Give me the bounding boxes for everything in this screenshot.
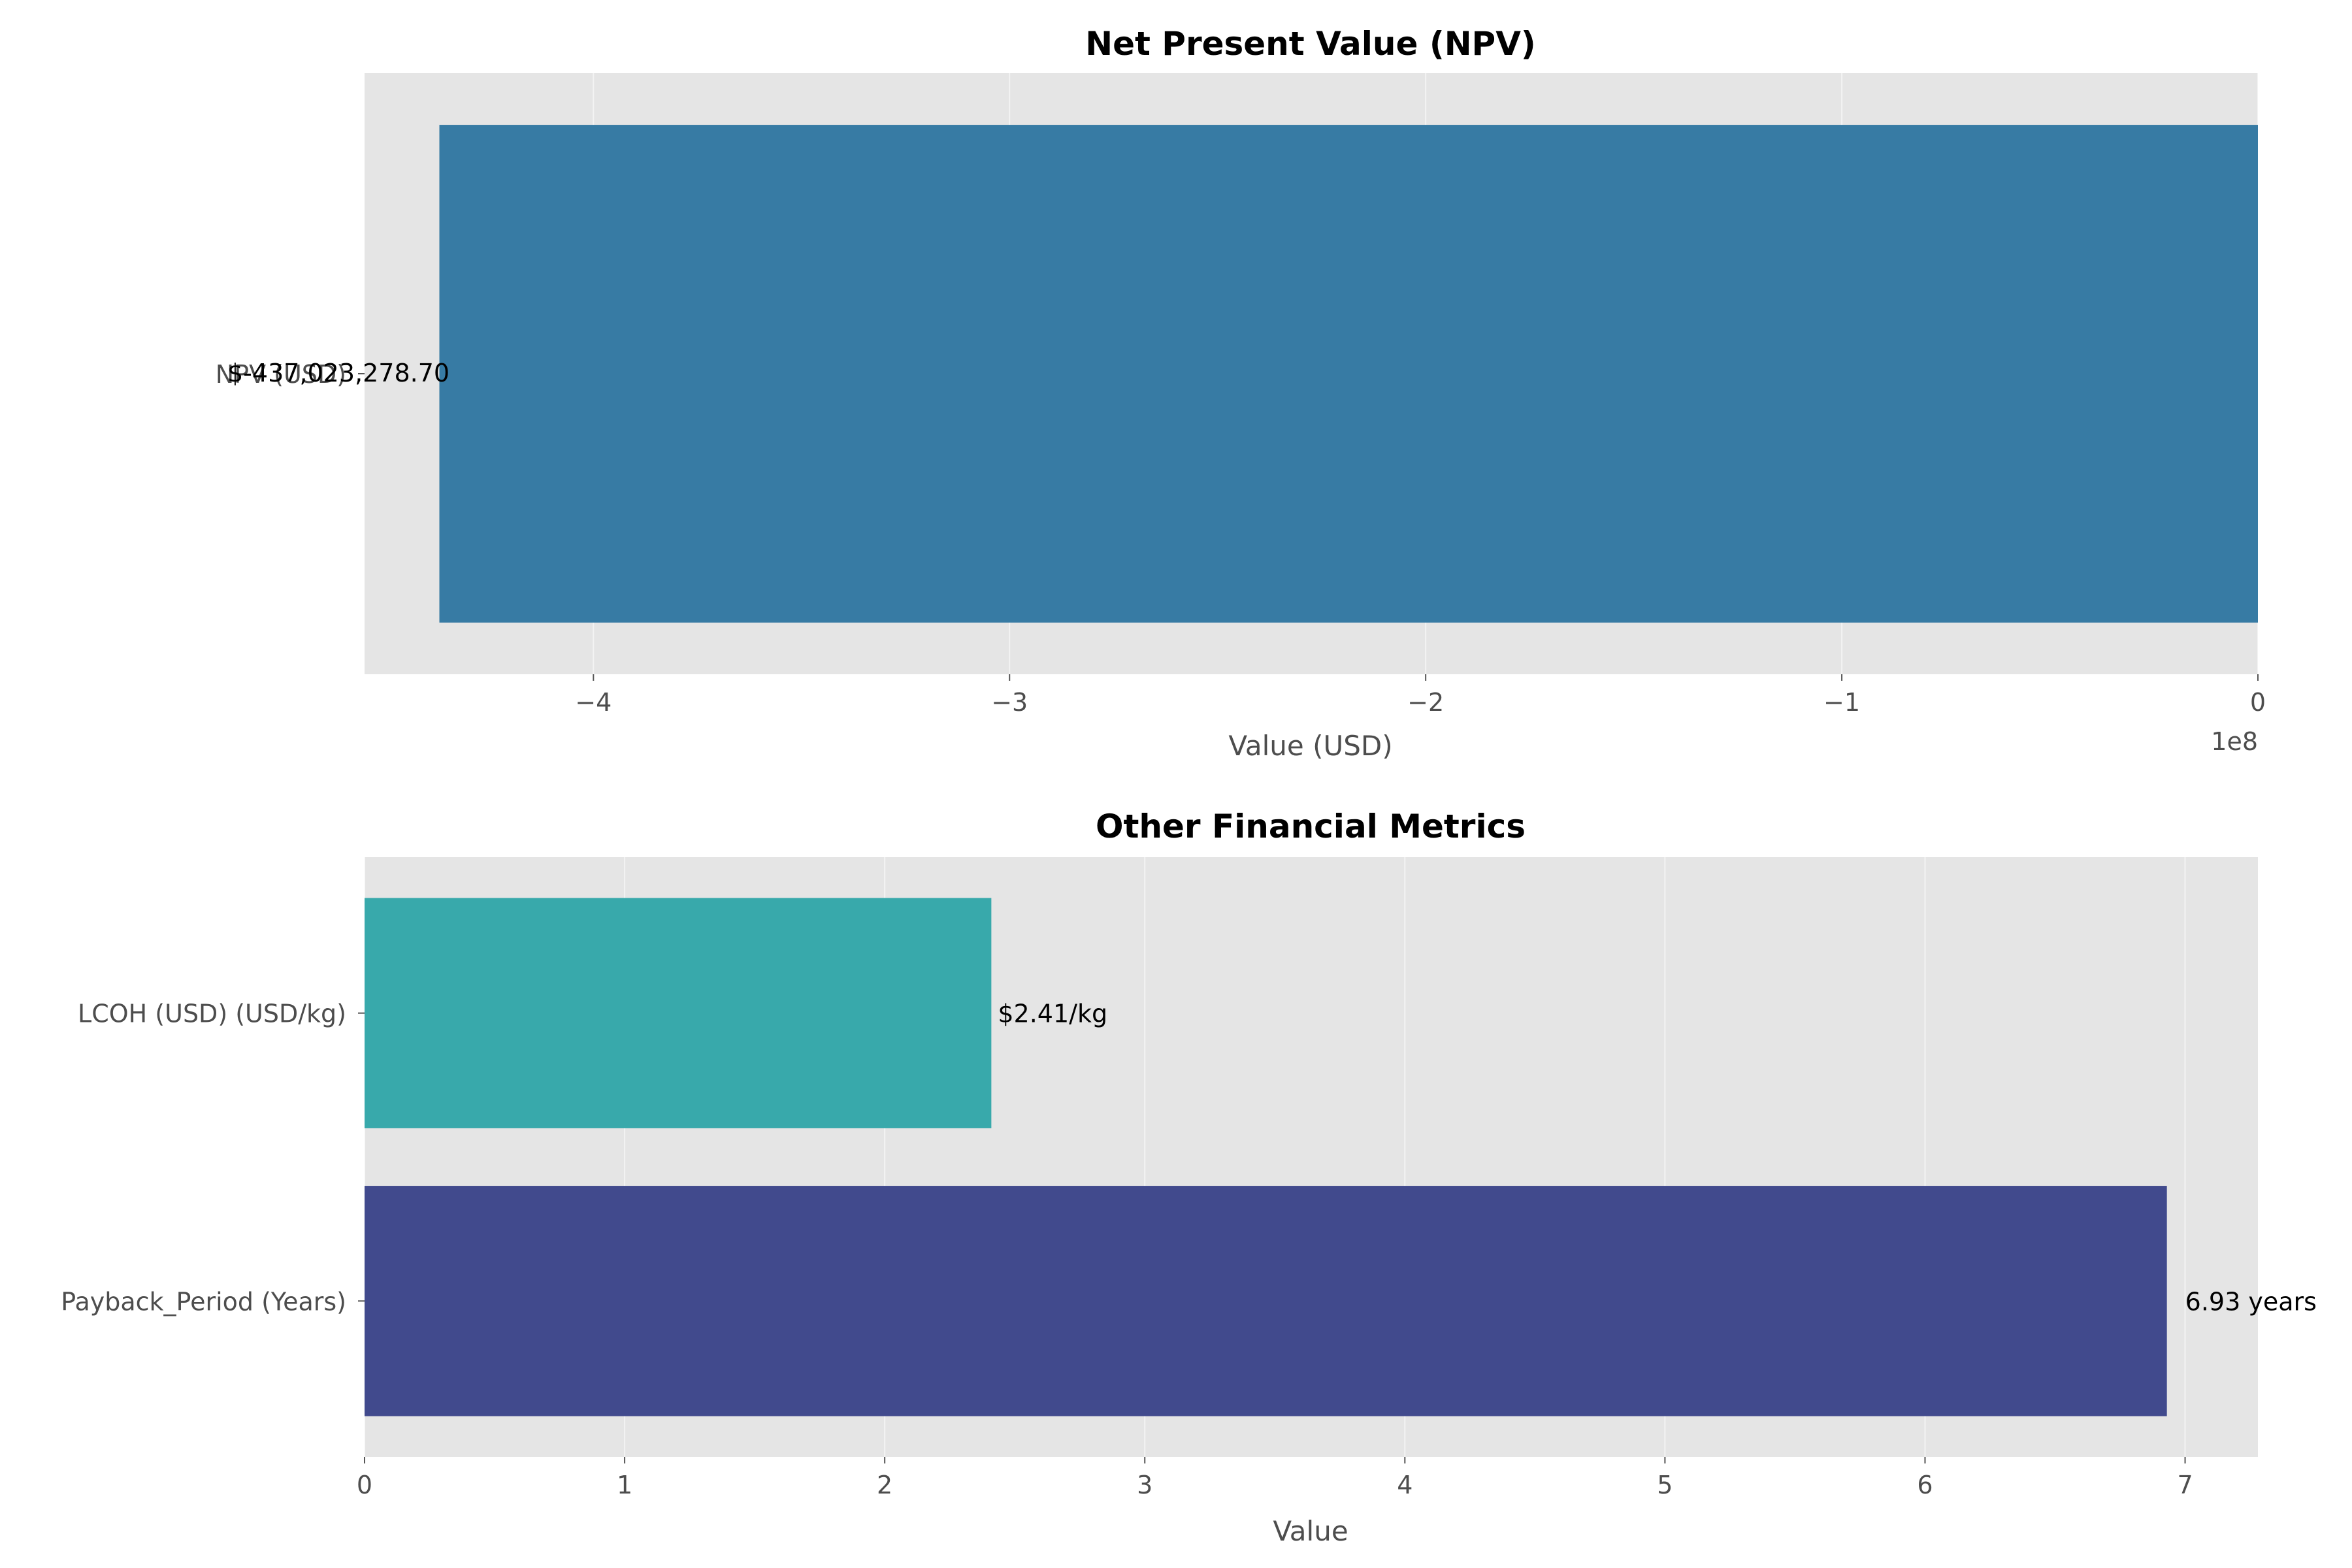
chart-title: Net Present Value (NPV) [1085,25,1536,63]
bar-value-labels: $2.41/kg 6.93 years [998,1000,2317,1316]
x-tick-label: 2 [877,1471,892,1499]
y-axis-ticks: LCOH (USD) (USD/kg) Payback_Period (Years… [61,1000,365,1316]
y-axis-ticks: NPV (USD) [216,360,365,389]
x-axis-ticks: 0 1 2 3 4 5 6 7 [357,1457,2193,1499]
x-tick-label: 7 [2177,1471,2193,1499]
x-tick-label: 0 [2250,688,2266,717]
bars [365,898,2167,1416]
bar-value-label: $-437,023,278.70 [227,359,449,387]
chart-title: Other Financial Metrics [1096,808,1526,845]
x-tick-label: 0 [357,1471,372,1499]
bar-value-label: 6.93 years [2185,1287,2317,1316]
axis-offset-text: 1e8 [2211,727,2258,756]
y-tick-label: Payback_Period (Years) [61,1287,346,1316]
y-tick-label: NPV (USD) [216,360,346,389]
x-tick-label: 6 [1917,1471,1933,1499]
x-tick-label: 1 [617,1471,632,1499]
npv-chart-panel: Net Present Value (NPV) −4 −3 −2 −1 0 NPV (U… [216,25,2266,762]
x-axis-label: Value [1273,1515,1348,1547]
bar-value-labels: $-437,023,278.70 [227,359,449,387]
x-axis-label: Value (USD) [1228,730,1392,762]
x-axis-ticks: −4 −3 −2 −1 0 [575,674,2266,717]
x-tick-label: −1 [1823,688,1860,717]
bars [439,125,2259,623]
x-tick-label: 3 [1137,1471,1152,1499]
x-tick-label: −4 [575,688,612,717]
x-tick-label: 4 [1397,1471,1413,1499]
bar [365,898,992,1128]
bar [439,125,2259,623]
bar [365,1186,2167,1416]
x-tick-label: 5 [1657,1471,1673,1499]
y-tick-label: LCOH (USD) (USD/kg) [78,1000,346,1028]
other-metrics-chart-panel: Other Financial Metrics 0 1 2 3 4 5 6 7 LCOH (U… [61,808,2317,1547]
x-tick-label: −2 [1407,688,1444,717]
bar-value-label: $2.41/kg [998,1000,1107,1028]
x-tick-label: −3 [991,688,1028,717]
